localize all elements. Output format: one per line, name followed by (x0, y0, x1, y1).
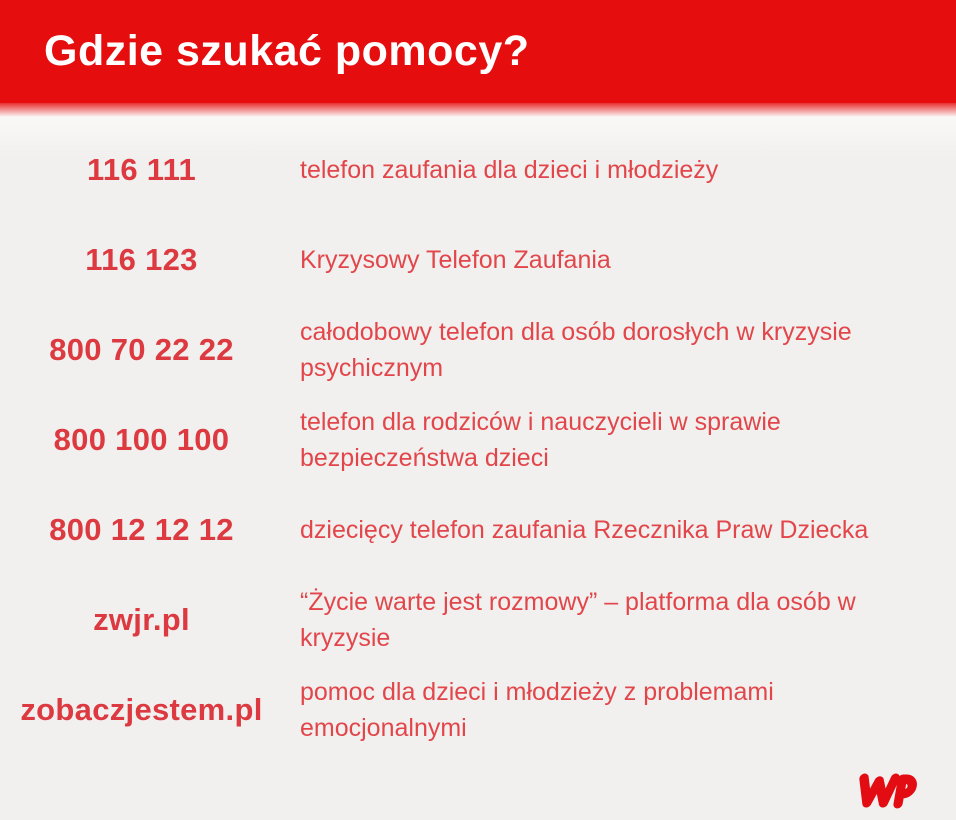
header-banner: Gdzie szukać pomocy? (0, 0, 956, 117)
help-row: 800 70 22 22 całodobowy telefon dla osób… (0, 305, 956, 395)
contact-value: 800 70 22 22 (49, 332, 234, 367)
contact-description: całodobowy telefon dla osób dorosłych w … (300, 318, 852, 382)
contact-value: zwjr.pl (93, 602, 190, 637)
wp-logo-icon (859, 773, 917, 809)
help-row: 116 123 Kryzysowy Telefon Zaufania (0, 215, 956, 305)
contact-value: zobaczjestem.pl (20, 692, 263, 727)
contact-value: 800 100 100 (53, 422, 230, 457)
contact-value: 116 111 (86, 152, 197, 187)
help-row: 116 111 telefon zaufania dla dzieci i mł… (0, 125, 956, 215)
help-row: 800 12 12 12 dziecięcy telefon zaufania … (0, 485, 956, 575)
contact-description: telefon zaufania dla dzieci i młodzieży (300, 156, 719, 184)
page-title: Gdzie szukać pomocy? (44, 27, 530, 75)
contact-value: 800 12 12 12 (49, 512, 234, 547)
help-row: 800 100 100 telefon dla rodziców i naucz… (0, 395, 956, 485)
help-row: zobaczjestem.pl pomoc dla dzieci i młodz… (0, 665, 956, 755)
contact-description: telefon dla rodziców i nauczycieli w spr… (300, 408, 781, 472)
content-background (0, 103, 956, 820)
contact-description: pomoc dla dzieci i młodzieży z problemam… (300, 678, 774, 742)
help-list: 116 111 telefon zaufania dla dzieci i mł… (0, 125, 956, 755)
contact-description: dziecięcy telefon zaufania Rzecznika Pra… (300, 516, 869, 544)
contact-description: “Życie warte jest rozmowy” – platforma d… (300, 588, 856, 652)
contact-value: 116 123 (85, 242, 198, 277)
contact-description: Kryzysowy Telefon Zaufania (300, 246, 611, 274)
help-row: zwjr.pl “Życie warte jest rozmowy” – pla… (0, 575, 956, 665)
